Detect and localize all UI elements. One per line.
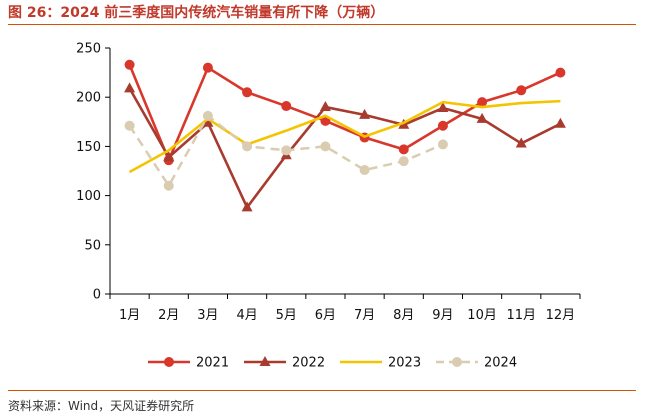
series-line-2021	[128, 64, 561, 162]
series-2021	[124, 59, 566, 166]
x-tick-label: 11月	[506, 308, 536, 323]
data-point-2021	[242, 87, 253, 98]
source-note: 资料来源：Wind，天风证券研究所	[8, 399, 195, 413]
x-tick-label: 1月	[119, 308, 140, 323]
legend-label: 2022	[292, 356, 325, 371]
x-tick-label: 12月	[546, 308, 576, 323]
data-point-2022	[554, 117, 566, 128]
x-tick-label: 4月	[236, 308, 257, 323]
series-2022	[124, 82, 566, 212]
data-point-2024	[202, 110, 213, 121]
y-tick-label: 100	[76, 189, 101, 204]
data-point-2022	[476, 112, 488, 123]
source-divider	[8, 390, 636, 391]
data-point-2021	[477, 97, 488, 108]
legend-marker	[164, 357, 174, 367]
data-point-2024	[281, 145, 292, 156]
y-tick-label: 200	[76, 91, 101, 106]
legend-item-2024: 2024	[436, 356, 517, 371]
legend-label: 2024	[484, 356, 517, 371]
legend-marker	[259, 356, 271, 366]
data-point-2024	[124, 120, 135, 131]
legend-marker	[452, 357, 462, 367]
chart-axes: 0 50 100 150 200 250 1月 2月 3月 4月 5月 6月 7月 8月 9月 10月 11月 1…	[76, 42, 581, 323]
data-point-2022	[319, 101, 331, 112]
y-tick-label: 0	[93, 288, 101, 303]
x-tick-label: 8月	[393, 308, 414, 323]
data-point-2022	[359, 108, 371, 119]
chart-legend: 2021 2022 2023 2024	[148, 356, 517, 371]
data-point-2021	[516, 85, 527, 96]
data-point-2022	[163, 151, 175, 162]
legend-label: 2023	[388, 356, 421, 371]
series-line-2023	[128, 99, 561, 174]
figure-title: 图 26：2024 前三季度国内传统汽车销量有所下降（万辆）	[8, 5, 385, 21]
x-tick-label: 2月	[158, 308, 179, 323]
data-point-2021	[202, 62, 213, 73]
data-point-2021	[555, 67, 566, 78]
data-point-2024	[359, 165, 370, 176]
data-point-2022	[515, 137, 527, 148]
series-2023	[128, 99, 561, 174]
legend-item-2021: 2021	[148, 356, 229, 371]
data-point-2024	[163, 180, 174, 191]
chart-series	[124, 59, 566, 212]
x-tick-label: 3月	[197, 308, 218, 323]
data-point-2021	[281, 101, 292, 112]
y-tick-label: 50	[84, 238, 101, 253]
legend-label: 2021	[196, 356, 229, 371]
data-point-2024	[242, 141, 253, 152]
x-tick-label: 9月	[432, 308, 453, 323]
x-tick-label: 10月	[467, 308, 497, 323]
legend-item-2022: 2022	[244, 356, 325, 371]
data-point-2022	[124, 82, 136, 93]
data-point-2021	[124, 59, 135, 70]
data-point-2022	[241, 201, 253, 212]
x-tick-label: 5月	[276, 308, 297, 323]
data-point-2024	[398, 156, 409, 167]
data-point-2024	[320, 141, 331, 152]
x-tick-label: 6月	[315, 308, 336, 323]
y-tick-label: 150	[76, 140, 101, 155]
data-point-2022	[437, 102, 449, 113]
title-divider	[8, 24, 636, 25]
data-point-2022	[202, 116, 214, 127]
series-2024	[124, 110, 448, 191]
legend-item-2023: 2023	[340, 356, 421, 371]
data-point-2024	[437, 139, 448, 150]
data-point-2021	[398, 144, 409, 155]
data-point-2021	[437, 120, 448, 131]
x-tick-label: 7月	[354, 308, 375, 323]
y-tick-label: 250	[76, 42, 101, 57]
